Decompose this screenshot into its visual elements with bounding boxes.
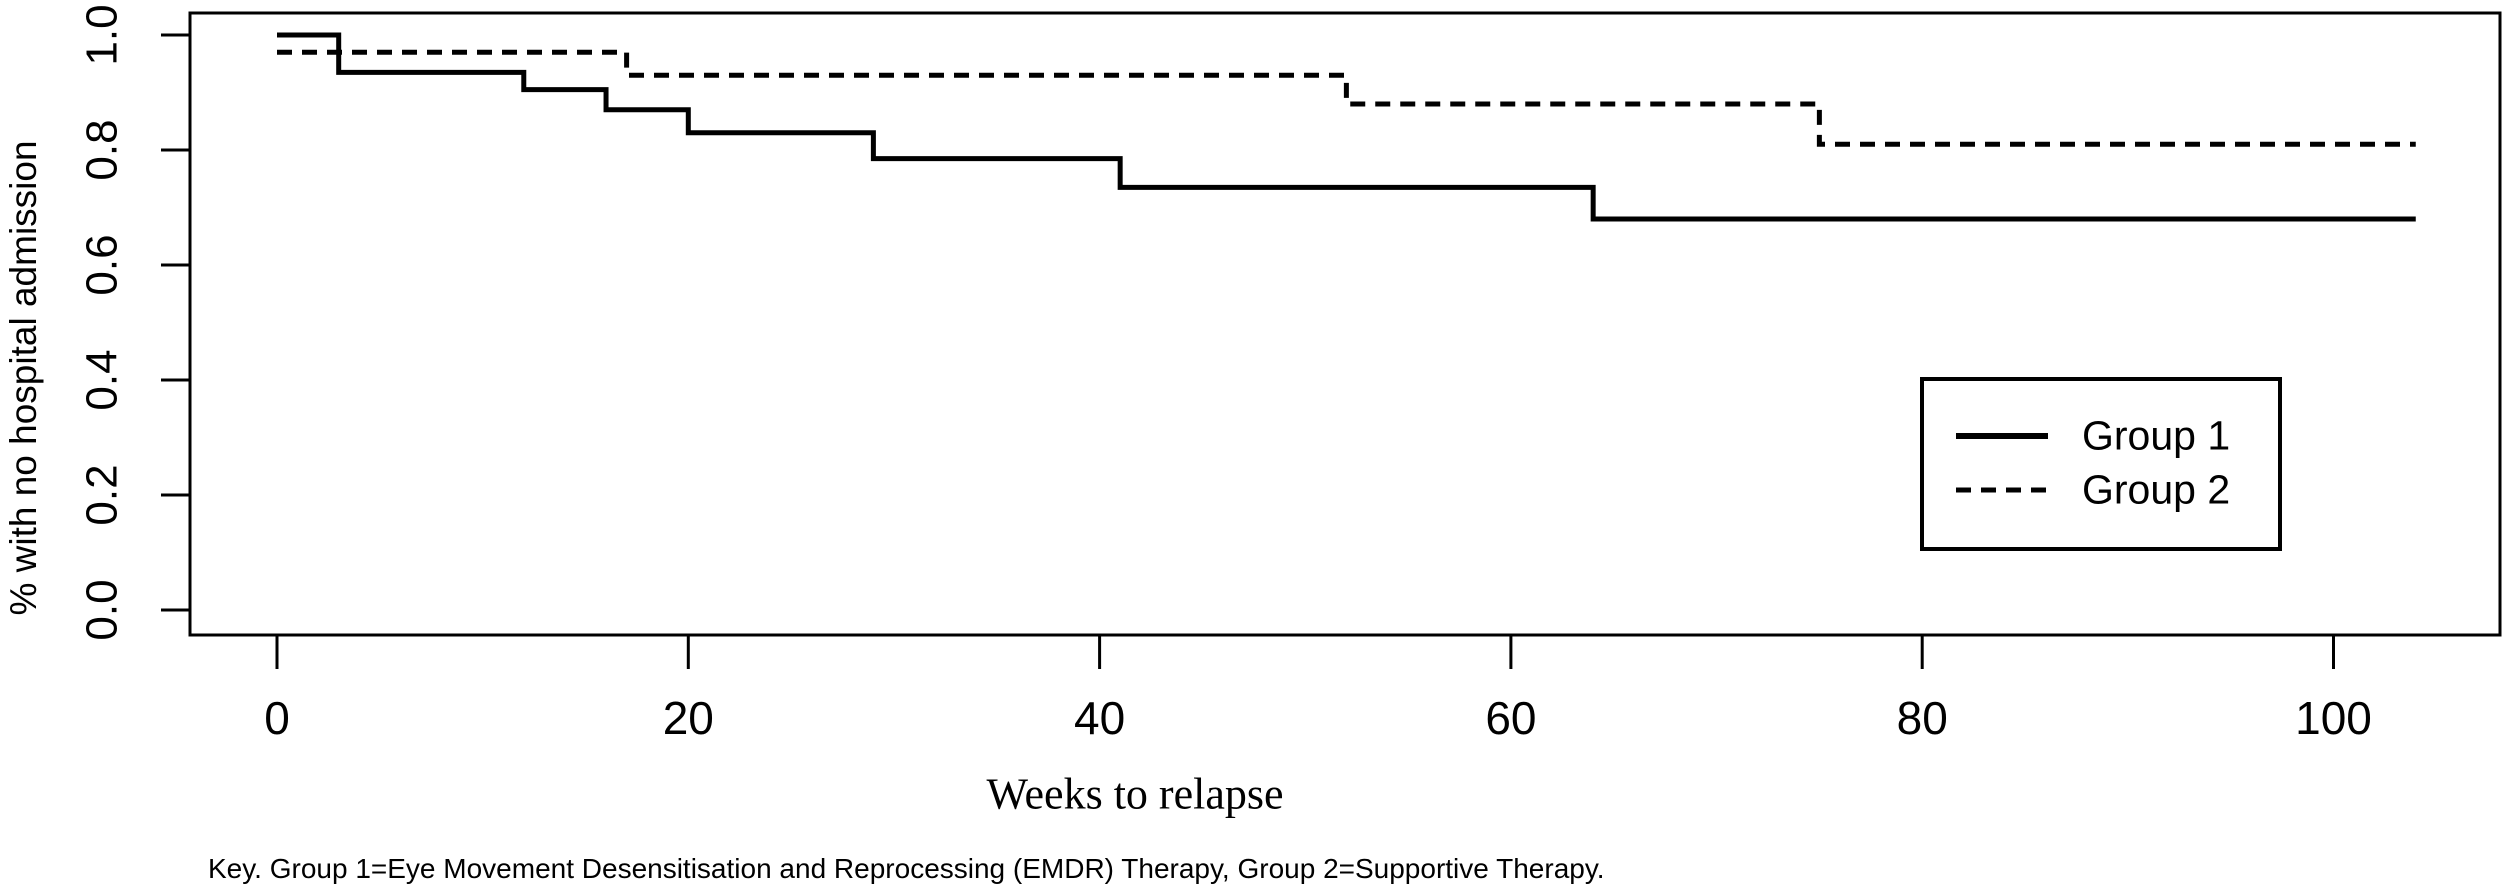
curve-group-2 — [277, 49, 2416, 147]
y-tick-label: 1.0 — [78, 4, 127, 65]
x-tick-label: 60 — [1485, 692, 1536, 744]
y-tick-label: 0.2 — [78, 464, 127, 525]
y-axis-label: % with no hospital admission — [3, 140, 44, 616]
y-tick-label: 0.4 — [78, 349, 127, 410]
x-tick-label: 100 — [2295, 692, 2372, 744]
legend-label-group-2: Group 2 — [2082, 466, 2231, 513]
x-tick-label: 0 — [264, 692, 290, 744]
y-tick-label: 0.0 — [78, 579, 127, 640]
y-tick-label: 0.6 — [78, 234, 127, 295]
legend-box — [1920, 377, 2282, 551]
plot-border — [188, 11, 2502, 637]
y-tick-label: 0.8 — [78, 119, 127, 180]
x-tick-label: 40 — [1074, 692, 1125, 744]
x-tick-label: 80 — [1897, 692, 1948, 744]
x-tick-label: 20 — [663, 692, 714, 744]
x-axis-label: Weeks to relapse — [986, 769, 1284, 819]
legend-label-group-1: Group 1 — [2082, 412, 2231, 459]
key-caption: Key. Group 1=Eye Movement Desensitisatio… — [208, 853, 1605, 884]
curve-group-1 — [277, 32, 2416, 222]
